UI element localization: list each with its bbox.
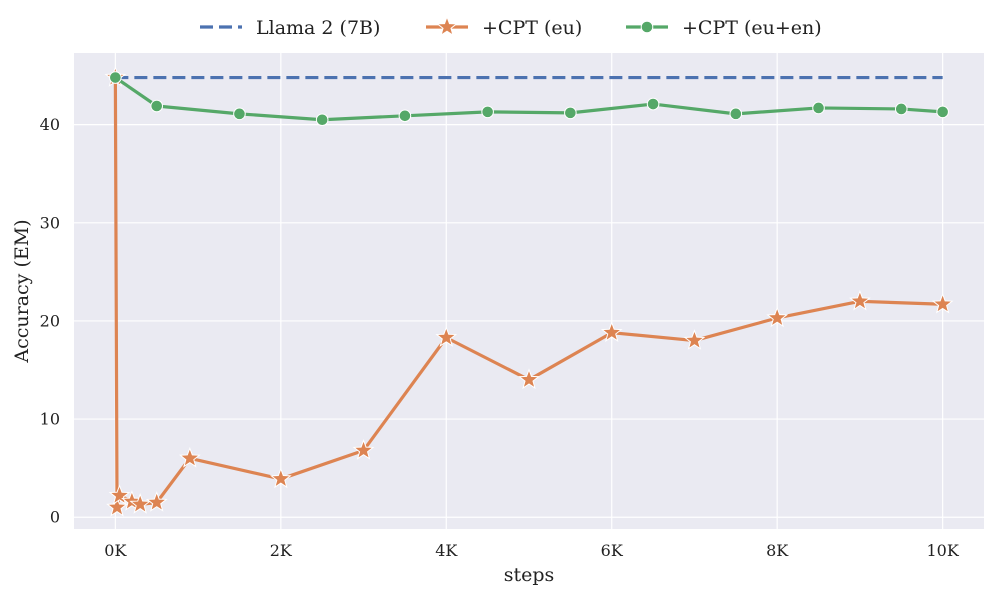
x-tick-label: 8K <box>766 541 789 560</box>
data-point-star <box>145 491 168 512</box>
legend-star-marker <box>436 15 458 37</box>
data-point-circle <box>936 105 949 119</box>
legend-label: +CPT (eu) <box>482 17 582 39</box>
data-point-circle <box>150 99 164 113</box>
data-point-circle <box>564 106 577 120</box>
data-point-star <box>106 495 128 517</box>
legend: Llama 2 (7B) +CPT (eu) +CPT (eu+en) <box>200 15 822 39</box>
x-axis-label: steps <box>504 564 555 586</box>
x-tick-label: 6K <box>601 541 624 560</box>
grid-lines <box>74 53 984 529</box>
data-point-star <box>178 446 201 468</box>
data-point-circle <box>481 105 494 119</box>
y-tick-label: 40 <box>40 115 60 134</box>
data-point-circle <box>729 107 743 121</box>
legend-label: Llama 2 (7B) <box>256 17 380 39</box>
x-tick-label: 2K <box>270 541 293 560</box>
y-tick-label: 10 <box>40 410 60 429</box>
data-point-star <box>129 493 152 514</box>
y-axis-ticks: 0 10 20 30 40 <box>40 115 60 527</box>
data-point-circle <box>233 107 246 121</box>
data-point-circle <box>646 97 660 111</box>
y-tick-label: 0 <box>50 508 60 527</box>
legend-label: +CPT (eu+en) <box>682 17 822 39</box>
series-group <box>104 66 954 517</box>
x-tick-label: 4K <box>435 541 458 560</box>
data-point-star <box>683 329 706 350</box>
y-axis-label: Accuracy (EM) <box>11 219 33 363</box>
data-point-star <box>849 289 871 311</box>
data-point-circle <box>894 102 908 116</box>
data-point-star <box>931 292 954 314</box>
data-point-star <box>108 484 131 505</box>
y-tick-label: 30 <box>40 213 60 232</box>
x-tick-label: 0K <box>104 541 127 560</box>
data-point-star <box>766 306 789 328</box>
y-tick-label: 20 <box>40 311 60 330</box>
data-point-star <box>352 439 375 460</box>
data-point-circle <box>812 101 825 115</box>
legend-circle-marker <box>640 20 654 34</box>
x-axis-ticks: 0K 2K 4K 6K 8K 10K <box>104 541 960 560</box>
data-point-star <box>269 467 292 489</box>
plot-area <box>74 53 984 529</box>
data-point-circle <box>109 71 122 84</box>
data-point-star <box>600 321 623 342</box>
data-point-star <box>435 326 458 347</box>
data-point-circle <box>398 109 412 123</box>
series-line <box>114 76 943 122</box>
data-point-star <box>518 368 540 390</box>
x-tick-label: 10K <box>926 541 959 560</box>
data-point-circle <box>315 113 329 127</box>
